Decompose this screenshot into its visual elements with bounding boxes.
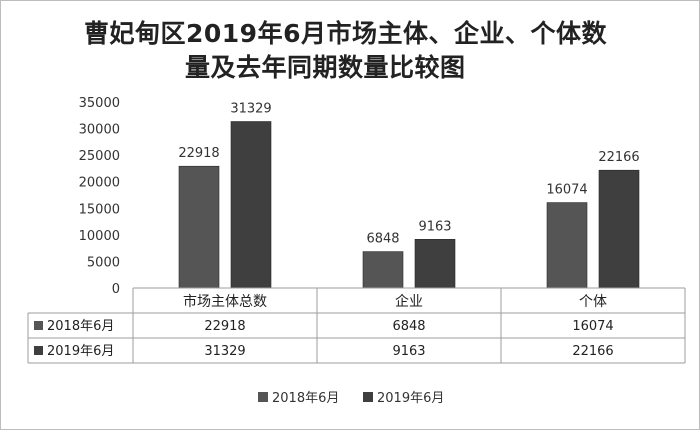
data-label: 9163 [418,219,451,234]
row-series-name: 2019年6月 [47,344,114,359]
legend-swatch-2 [363,392,373,402]
legend-label-2: 2019年6月 [377,391,444,406]
data-label: 22918 [178,146,219,161]
data-label: 31329 [230,102,271,117]
bar-1-3 [546,202,588,289]
data-label: 16074 [546,183,587,198]
bar-2-2 [414,239,456,289]
y-tick-label: 0 [112,282,120,297]
y-tick-label: 25000 [79,149,120,164]
row-legend-swatch [34,346,43,355]
chart-title-line1: 曹妃甸区2019年6月市场主体、企业、个体数 [84,19,607,48]
data-label: 22166 [598,150,639,165]
y-tick-label: 10000 [79,229,120,244]
table-cell: 31329 [204,344,245,359]
row-series-name: 2018年6月 [47,319,114,334]
legend-swatch-1 [258,392,268,402]
bar-2-3 [598,169,640,289]
table-cell: 16074 [572,319,613,334]
bar-1-1 [178,165,220,289]
category-label: 市场主体总数 [183,293,267,310]
y-tick-label: 15000 [79,202,120,217]
y-tick-label: 20000 [79,176,120,191]
table-cell: 9163 [392,344,425,359]
category-label: 企业 [395,293,423,310]
data-label: 6848 [366,232,399,247]
table-cell: 22166 [572,344,613,359]
bar-2-1 [230,121,272,289]
y-tick-label: 5000 [87,255,120,270]
bar-1-2 [362,251,404,289]
table-cell: 22918 [204,319,245,334]
chart-title-line2: 量及去年同期数量比较图 [185,53,466,82]
row-legend-swatch [34,321,43,330]
y-tick-label: 35000 [79,96,120,111]
legend-label-1: 2018年6月 [272,391,339,406]
y-tick-label: 30000 [79,123,120,138]
category-label: 个体 [579,294,607,310]
table-cell: 6848 [392,319,425,334]
